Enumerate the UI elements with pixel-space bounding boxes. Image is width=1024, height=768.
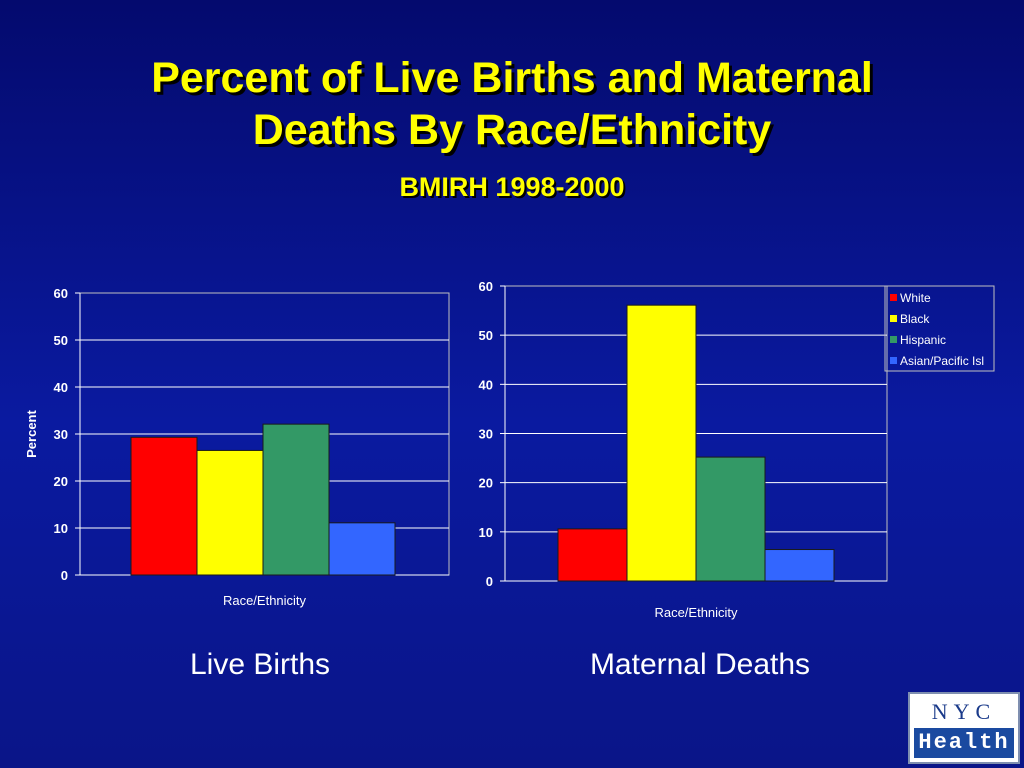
y-tick-label: 30 — [479, 427, 493, 442]
live-births-caption: Live Births — [189, 648, 331, 681]
logo-bottom-text: Health — [914, 728, 1014, 758]
legend-entry: White — [900, 291, 931, 305]
live-births-chart: 0 10 20 30 40 50 60 Race/Ethnicity Percent — [24, 286, 450, 608]
x-axis-label: Race/Ethnicity — [654, 605, 738, 620]
maternal-deaths-caption: Maternal Deaths — [589, 648, 811, 681]
bar-black — [196, 449, 264, 576]
legend-swatch — [890, 357, 897, 364]
y-tick-label: 40 — [479, 377, 493, 392]
chart-legend: White Black Hispanic Asian/Pacific Isl — [884, 285, 995, 372]
bar-black — [626, 304, 697, 582]
bar-asian-pacific-isl — [764, 549, 835, 582]
y-tick-label: 10 — [54, 521, 68, 536]
slide-title: Percent of Live Births and Maternal Deat… — [0, 52, 1024, 156]
y-tick-label: 50 — [54, 333, 68, 348]
bar-hispanic — [262, 423, 330, 576]
bar-hispanic — [695, 456, 766, 582]
slide-subtitle: BMIRH 1998-2000 — [399, 172, 625, 202]
title-line-2: Deaths By Race/Ethnicity — [252, 106, 772, 154]
legend-swatch — [890, 294, 897, 301]
legend-swatch — [890, 336, 897, 343]
y-axis-label: Percent — [24, 409, 39, 457]
y-tick-label: 60 — [54, 286, 68, 301]
legend-entry: Asian/Pacific Isl — [900, 354, 984, 368]
nyc-health-logo: NYC Health — [908, 692, 1020, 764]
y-tick-label: 30 — [54, 427, 68, 442]
y-tick-label: 50 — [479, 328, 493, 343]
legend-entry: Hispanic — [900, 333, 946, 347]
y-tick-label: 0 — [486, 574, 493, 589]
y-tick-label: 60 — [479, 279, 493, 294]
y-tick-label: 0 — [61, 568, 68, 583]
legend-swatch — [890, 315, 897, 322]
bar-white — [130, 436, 198, 576]
y-tick-label: 20 — [54, 474, 68, 489]
logo-top-text: NYC — [931, 699, 997, 724]
legend-box — [884, 285, 995, 372]
y-tick-label: 40 — [54, 380, 68, 395]
x-axis-label: Race/Ethnicity — [223, 593, 307, 608]
bar-white — [557, 528, 628, 582]
legend-entry: Black — [900, 312, 930, 326]
bar-asian-pacific-isl — [328, 522, 396, 576]
maternal-deaths-chart: 0 10 20 30 40 50 60 Race/Ethnicity — [479, 279, 888, 620]
title-line-1: Percent of Live Births and Maternal — [151, 54, 873, 102]
y-tick-label: 20 — [479, 476, 493, 491]
y-tick-label: 10 — [479, 525, 493, 540]
